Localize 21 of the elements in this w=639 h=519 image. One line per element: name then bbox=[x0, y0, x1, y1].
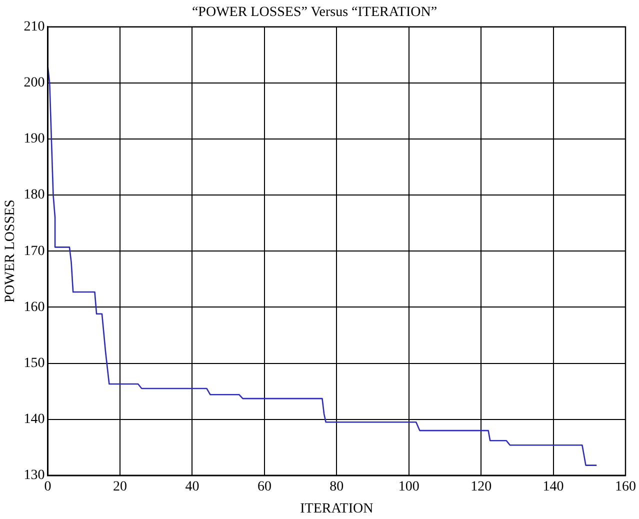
y-tick-label: 140 bbox=[24, 412, 45, 427]
x-tick-label: 160 bbox=[615, 479, 636, 494]
x-tick-label: 80 bbox=[330, 479, 344, 494]
y-tick-label: 150 bbox=[24, 356, 45, 371]
x-axis-title: ITERATION bbox=[300, 501, 374, 516]
y-axis-title: POWER LOSSES bbox=[3, 200, 18, 303]
y-tick-label: 210 bbox=[24, 19, 45, 34]
x-tick-label: 100 bbox=[398, 479, 420, 494]
x-tick-label: 140 bbox=[542, 479, 564, 494]
chart-title: “POWER LOSSES” Versus “ITERATION” bbox=[192, 5, 438, 20]
x-tick-label: 40 bbox=[185, 479, 200, 494]
x-tick-label: 20 bbox=[113, 479, 128, 494]
y-tick-label: 180 bbox=[24, 188, 45, 203]
x-tick-label: 0 bbox=[44, 479, 52, 494]
y-tick-label: 200 bbox=[24, 76, 45, 91]
y-tick-label: 190 bbox=[24, 132, 45, 147]
x-tick-label: 60 bbox=[257, 479, 272, 494]
y-tick-label: 170 bbox=[24, 244, 45, 259]
y-tick-label: 160 bbox=[24, 300, 45, 315]
y-tick-label: 130 bbox=[24, 468, 45, 484]
x-tick-label: 120 bbox=[470, 479, 492, 494]
